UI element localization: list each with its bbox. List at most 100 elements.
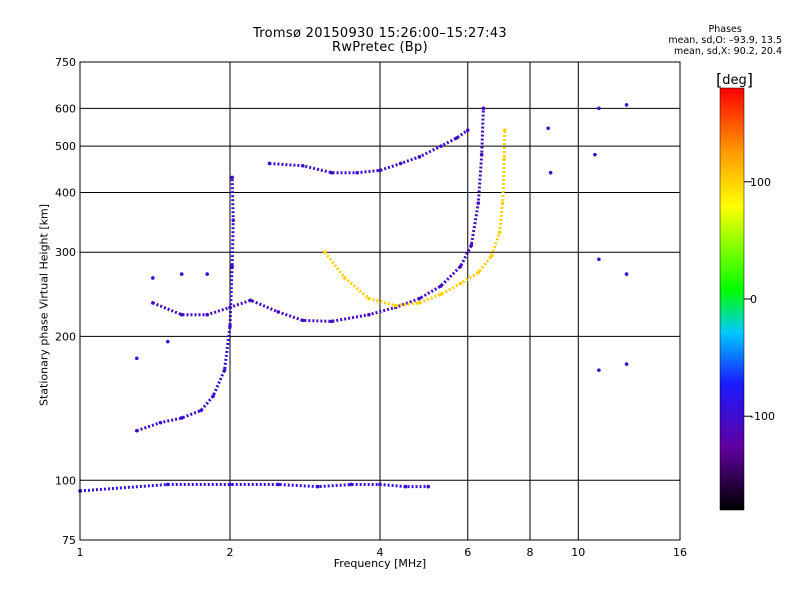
trace-point [597, 257, 601, 262]
y-tick-label: 600 [55, 102, 76, 115]
trace-point [546, 126, 550, 131]
trace-point [315, 484, 320, 489]
y-tick-label: 400 [55, 186, 76, 199]
trace-point [367, 312, 371, 317]
trace-point [454, 136, 459, 140]
colorbar-tick-label: 0 [750, 293, 757, 306]
trace-point [329, 170, 334, 175]
x-tick-label: 16 [673, 546, 687, 559]
trace-point [458, 281, 463, 286]
trace-point [458, 264, 463, 269]
x-tick-label: 1 [77, 546, 84, 559]
trace-point [597, 106, 601, 111]
trace-point [205, 312, 209, 317]
trace-point [134, 428, 139, 433]
trace-point [378, 482, 382, 487]
trace-line [136, 177, 235, 433]
trace-point [228, 305, 232, 310]
trace-point [393, 303, 398, 308]
trace-point [417, 296, 422, 301]
echo-traces [78, 103, 629, 493]
phase-stats-o: mean, sd,O: –93.9, 13.5 [668, 35, 782, 46]
trace-point [248, 298, 253, 303]
trace-point [497, 230, 502, 235]
chart-subtitle: RwPretec (Bp) [332, 40, 428, 55]
trace-point [199, 408, 203, 413]
chart-title: Tromsø 20150930 15:26:00–15:27:43 [252, 26, 508, 41]
trace-point [230, 175, 234, 180]
trace-point [276, 310, 281, 314]
trace-point [465, 128, 470, 132]
trace-point [476, 270, 481, 275]
trace-point [151, 276, 155, 280]
colorbar-ticks: 100 0 -100 [744, 176, 775, 423]
trace-point [502, 157, 506, 161]
trace-point [179, 312, 184, 317]
y-tick-label: 200 [55, 330, 76, 343]
trace-point [500, 201, 505, 205]
grid-lines [80, 62, 680, 540]
trace-point [624, 103, 629, 107]
trace-point [134, 356, 139, 361]
trace-point [489, 253, 494, 258]
trace-point [323, 250, 327, 255]
trace-point [593, 152, 597, 157]
trace-point [343, 276, 347, 280]
trace-point [439, 144, 443, 148]
trace-point [502, 128, 507, 132]
trace-point [205, 272, 209, 276]
trace-line [323, 130, 507, 308]
trace-point [228, 482, 232, 487]
phase-stats-heading: Phases [708, 24, 742, 35]
trace-point [158, 420, 163, 425]
trace-point [222, 368, 227, 372]
trace-point [179, 416, 184, 420]
trace-point [624, 272, 629, 276]
colorbar-unit: [deg] [716, 70, 754, 89]
trace-line [269, 128, 469, 175]
trace-point [417, 301, 422, 305]
trace-point [231, 218, 236, 223]
trace-point [211, 394, 215, 398]
y-tick-label: 500 [55, 140, 76, 153]
x-axis-ticks: 1 2 4 6 8 10 16 [77, 546, 688, 559]
trace-point [301, 163, 305, 168]
y-axis-ticks: 75 100 200 300 400 500 600 750 [55, 56, 76, 547]
trace-point [378, 168, 382, 173]
colorbar-tick-label: -100 [750, 410, 775, 423]
x-axis-label: Frequency [MHz] [333, 557, 427, 570]
trace-point [329, 319, 334, 324]
trace-point [179, 272, 184, 276]
x-tick-label: 8 [527, 546, 534, 559]
trace-point [349, 482, 353, 487]
plot-frame [79, 61, 681, 541]
phase-stats: Phases mean, sd,O: –93.9, 13.5 mean, sd,… [668, 24, 782, 57]
trace-point [276, 482, 281, 487]
trace-point [439, 292, 443, 297]
phase-stats-x: mean, sd,X: 90.2, 20.4 [673, 46, 782, 57]
trace-point [548, 170, 553, 175]
colorbar-unit-text: deg [722, 73, 747, 88]
x-tick-label: 6 [464, 546, 471, 559]
trace-point [476, 201, 481, 205]
trace-point [230, 264, 234, 269]
x-tick-label: 4 [377, 546, 384, 559]
trace-line [152, 108, 485, 323]
trace-point [479, 152, 484, 157]
trace-point [151, 301, 155, 305]
x-tick-label: 2 [227, 546, 234, 559]
trace-point [469, 243, 474, 248]
y-tick-label: 75 [62, 534, 76, 547]
trace-point [267, 161, 272, 166]
y-tick-label: 100 [55, 474, 76, 487]
trace-line [79, 482, 429, 493]
y-tick-label: 750 [55, 56, 76, 69]
trace-point [367, 296, 371, 301]
colorbar-tick-label: 100 [750, 176, 771, 189]
trace-point [624, 362, 629, 366]
trace-point [398, 161, 403, 166]
trace-point [417, 155, 422, 159]
trace-point [481, 106, 486, 111]
trace-point [355, 170, 359, 175]
